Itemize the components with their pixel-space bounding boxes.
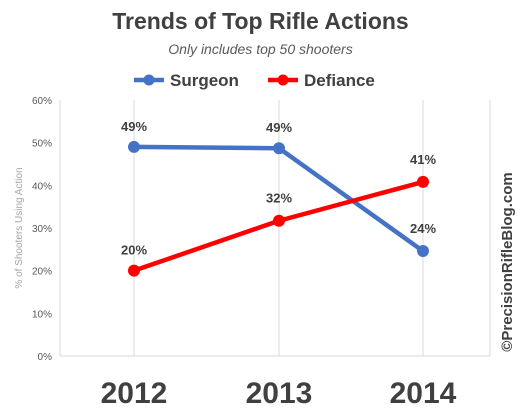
chart-title: Trends of Top Rifle Actions: [112, 8, 409, 34]
legend-label-surgeon: Surgeon: [170, 71, 239, 90]
chart-subtitle: Only includes top 50 shooters: [168, 41, 353, 57]
y-tick-label: 60%: [32, 96, 52, 107]
y-tick-label: 50%: [32, 139, 52, 150]
x-tick-label: 2012: [101, 377, 168, 410]
legend-label-defiance: Defiance: [304, 71, 375, 90]
y-tick-label: 40%: [32, 181, 52, 192]
y-tick-label: 0%: [38, 352, 53, 363]
x-tick-label: 2013: [246, 377, 313, 410]
y-tick-label: 20%: [32, 267, 52, 278]
data-point-defiance: [128, 264, 140, 277]
data-label-defiance: 20%: [121, 243, 147, 258]
data-label-defiance: 41%: [410, 152, 436, 167]
data-point-surgeon: [128, 140, 140, 153]
data-point-defiance: [273, 214, 285, 227]
x-tick-label: 2014: [390, 377, 457, 410]
data-label-surgeon: 49%: [266, 120, 292, 135]
data-label-defiance: 32%: [266, 191, 292, 206]
y-tick-label: 10%: [32, 309, 52, 320]
y-tick-label: 30%: [32, 224, 52, 235]
data-point-surgeon: [273, 142, 285, 155]
legend-marker-defiance: [277, 74, 289, 86]
data-label-surgeon: 49%: [121, 119, 147, 134]
y-axis-label: % of Shooters Using Action: [14, 167, 25, 288]
legend-marker-surgeon: [143, 74, 155, 86]
data-point-defiance: [417, 175, 429, 188]
data-point-surgeon: [417, 245, 429, 258]
data-label-surgeon: 24%: [410, 221, 436, 236]
watermark: ©PrecisionRifleBlog.com: [499, 172, 516, 351]
